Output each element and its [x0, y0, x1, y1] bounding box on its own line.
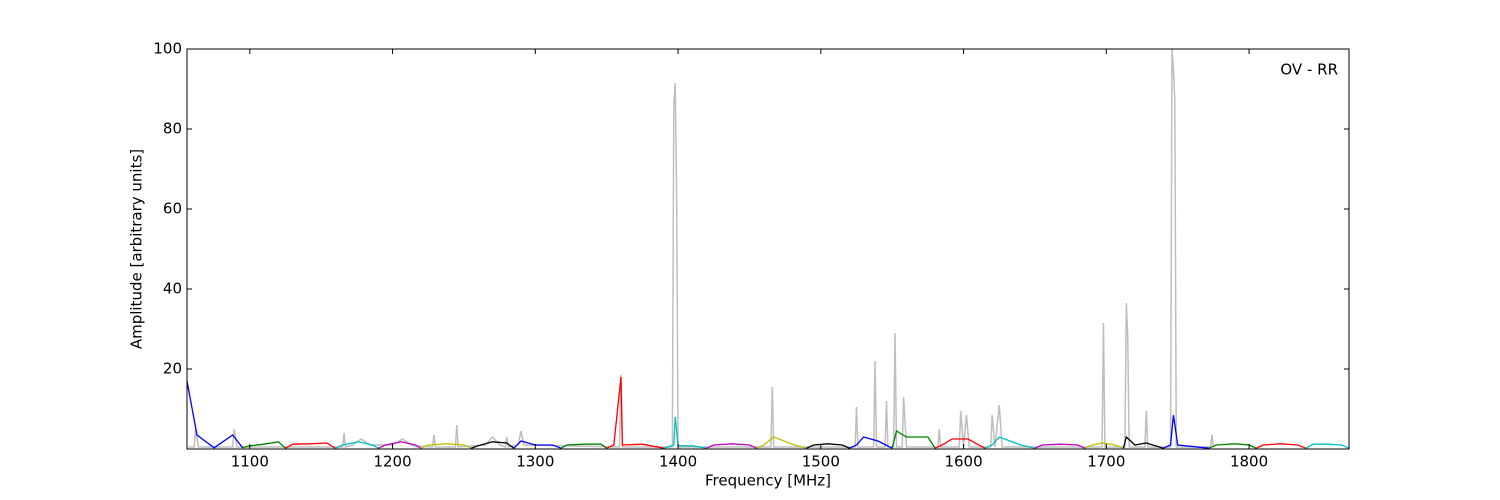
series-line	[1084, 442, 1124, 449]
y-tick-label: 100	[153, 40, 182, 58]
plot-frame	[186, 48, 1350, 450]
series-line	[756, 436, 807, 449]
series-line	[187, 380, 244, 449]
y-tick-label: 80	[163, 120, 182, 138]
series-line	[1122, 435, 1164, 449]
series-line	[513, 440, 562, 449]
series-line	[188, 49, 1215, 449]
series-line	[1163, 414, 1210, 449]
series-line	[806, 443, 850, 449]
x-tick-label: 1300	[516, 453, 554, 471]
series-line	[420, 443, 472, 449]
series-line	[378, 441, 422, 449]
series-line	[706, 443, 757, 449]
series-line	[1208, 443, 1257, 449]
x-tick-label: 1600	[944, 453, 982, 471]
series-line	[934, 438, 986, 449]
x-tick-label: 1500	[802, 453, 840, 471]
series-line	[335, 441, 379, 449]
series-line	[560, 443, 608, 449]
series-line	[663, 416, 707, 449]
x-tick-label: 1400	[659, 453, 697, 471]
x-tick-label: 1100	[231, 453, 269, 471]
series-line	[849, 436, 893, 449]
series-line	[285, 442, 336, 449]
series-line	[242, 441, 286, 449]
y-tick-label: 60	[163, 200, 182, 218]
x-tick-label: 1700	[1087, 453, 1125, 471]
y-tick-label: 40	[163, 280, 182, 298]
annotation: OV - RR	[1280, 61, 1338, 79]
series-line	[984, 436, 1036, 449]
x-tick-label: 1800	[1230, 453, 1268, 471]
x-tick-label: 1200	[373, 453, 411, 471]
series-line	[891, 429, 936, 449]
x-axis-label: Frequency [MHz]	[705, 472, 831, 490]
series-line	[1255, 443, 1307, 449]
y-tick-label: 20	[163, 360, 182, 378]
series-line	[1305, 443, 1349, 449]
series-line	[1034, 443, 1086, 449]
y-axis-label: Amplitude [arbitrary units]	[128, 149, 146, 349]
series-line	[606, 376, 664, 449]
series-line	[470, 441, 515, 449]
